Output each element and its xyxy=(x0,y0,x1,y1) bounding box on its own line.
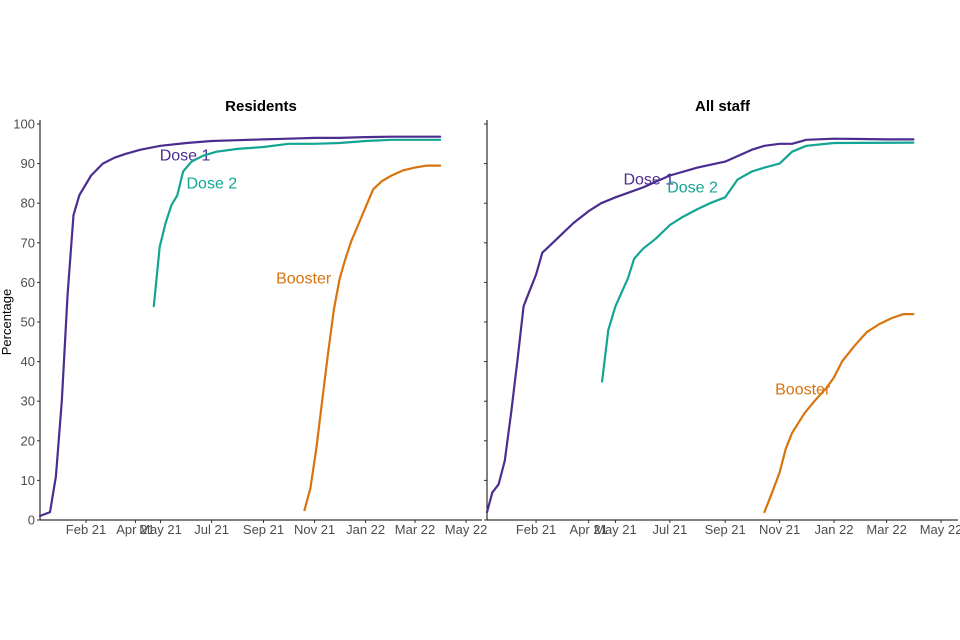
panel-title-residents: Residents xyxy=(225,98,297,115)
x-tick-label: Mar 22 xyxy=(866,522,906,537)
x-tick-label: May 22 xyxy=(445,522,488,537)
y-tick-label: 20 xyxy=(21,433,35,448)
y-tick-label: 50 xyxy=(21,315,35,330)
series-line-dose-1-all-staff xyxy=(485,137,915,514)
x-tick-label: Mar 22 xyxy=(395,522,435,537)
series-line-dose-1-residents xyxy=(38,135,442,518)
series-label-booster-all-staff: Booster xyxy=(775,381,831,398)
series-label-dose-1-all-staff: Dose 1 xyxy=(623,171,674,188)
x-tick-label: Apr 21 xyxy=(116,522,154,537)
series-line-dose-2-residents xyxy=(152,138,442,308)
series-label-dose-1-residents: Dose 1 xyxy=(160,148,211,165)
y-tick-label: 30 xyxy=(21,394,35,409)
series-label-dose-2-residents: Dose 2 xyxy=(186,175,237,192)
y-tick-label: 100 xyxy=(13,117,35,132)
series-line-dose-2-all-staff xyxy=(601,141,915,383)
x-tick-label: Apr 21 xyxy=(570,522,608,537)
panel-title-all-staff: All staff xyxy=(695,98,751,115)
y-tick-label: 40 xyxy=(21,354,35,369)
x-tick-label: Nov 21 xyxy=(294,522,335,537)
y-tick-label: 0 xyxy=(28,513,35,528)
y-tick-label: 90 xyxy=(21,156,35,171)
x-tick-label: Jul 21 xyxy=(194,522,229,537)
x-tick-label: Jul 21 xyxy=(653,522,688,537)
x-tick-label: Jan 22 xyxy=(346,522,385,537)
y-axis-title: Percentage xyxy=(0,289,14,356)
series-label-booster-residents: Booster xyxy=(276,270,332,287)
y-tick-label: 80 xyxy=(21,196,35,211)
panel-residents: Residents 0 10 20 30 40 50 60 70 80 90 100 Feb 21 Apr… xyxy=(13,98,487,537)
x-tick-label: Feb 21 xyxy=(66,522,106,537)
x-tick-label: May 21 xyxy=(139,522,182,537)
x-tick-label: May 21 xyxy=(594,522,637,537)
x-tick-label: May 22 xyxy=(920,522,960,537)
x-tick-label: Nov 21 xyxy=(759,522,800,537)
y-tick-label: 70 xyxy=(21,235,35,250)
x-tick-label: Sep 21 xyxy=(243,522,284,537)
y-tick-label: 60 xyxy=(21,275,35,290)
x-tick-label: Sep 21 xyxy=(705,522,746,537)
series-line-booster-all-staff xyxy=(763,313,915,514)
x-tick-label: Jan 22 xyxy=(814,522,853,537)
y-tick-label: 10 xyxy=(21,473,35,488)
series-label-dose-2-all-staff: Dose 2 xyxy=(667,179,718,196)
x-tick-label: Feb 21 xyxy=(516,522,556,537)
series-line-booster-residents xyxy=(303,164,442,512)
